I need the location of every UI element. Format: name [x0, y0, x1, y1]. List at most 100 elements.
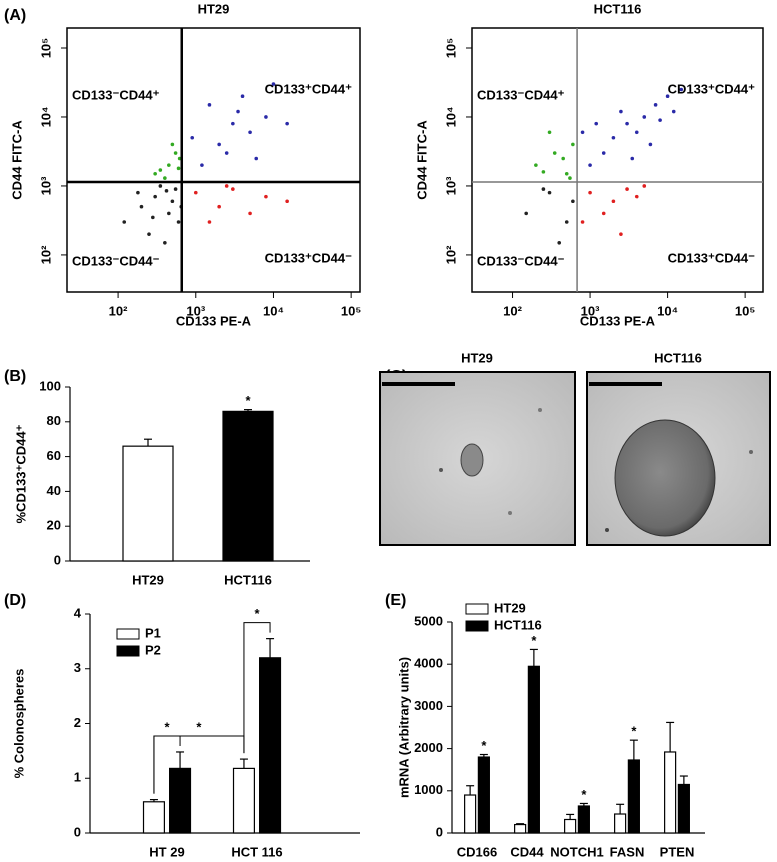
chart-title: HT29: [198, 1, 230, 16]
x-tick-label: 10³: [581, 303, 600, 318]
point: [580, 220, 585, 224]
point: [163, 240, 167, 245]
significance: *: [581, 787, 587, 802]
y-tick-label: 10²: [443, 245, 458, 264]
x-tick-label: NOTCH1: [550, 844, 603, 859]
x-tick-label: CD166: [457, 844, 497, 859]
significance: *: [254, 606, 260, 621]
point: [163, 176, 167, 180]
point: [561, 156, 565, 161]
micrographs: (C) HT29 HCT116: [379, 350, 771, 546]
point: [285, 121, 289, 126]
bracket: [243, 622, 271, 754]
y-tick-label: 10³: [443, 176, 458, 195]
bar: [122, 445, 174, 562]
x-tick-label: 10⁵: [735, 303, 756, 318]
significance: *: [531, 633, 537, 648]
bar: [577, 805, 590, 834]
legend-label: P2: [145, 642, 161, 657]
point: [594, 121, 599, 126]
quadrant-label: CD133⁻CD44⁻: [72, 253, 160, 268]
point: [240, 94, 245, 99]
x-tick-label: 10⁴: [657, 303, 678, 318]
point: [254, 156, 259, 161]
point: [557, 240, 562, 245]
point: [158, 184, 163, 188]
scale-bar: [589, 382, 662, 386]
point: [642, 184, 647, 188]
x-tick-label: 10⁵: [341, 303, 362, 318]
quadrant-label: CD133⁻CD44⁺: [72, 87, 160, 102]
point: [231, 187, 235, 191]
panel-label: (A): [4, 7, 26, 24]
bar: [477, 756, 490, 834]
point: [285, 199, 289, 204]
point: [547, 130, 552, 135]
chart-title: HCT116: [594, 1, 642, 16]
significance: *: [164, 719, 170, 734]
point: [264, 194, 268, 199]
bar: [142, 801, 165, 834]
point: [153, 194, 157, 199]
x-tick-label: 10³: [186, 303, 205, 318]
point: [224, 151, 229, 155]
x-tick-label: HT29: [132, 572, 164, 587]
bar: [664, 751, 677, 834]
y-axis-label: CD44 FITC-A: [414, 120, 429, 200]
bar: [677, 783, 690, 834]
panel-label: (B): [4, 368, 26, 385]
point: [671, 109, 676, 114]
point: [634, 130, 639, 135]
plot-frame: [66, 27, 361, 293]
debris: [508, 511, 512, 515]
point: [224, 184, 229, 188]
point: [271, 82, 276, 86]
debris: [749, 450, 753, 454]
y-tick-label: 0: [74, 824, 81, 839]
y-tick-label: 10⁵: [38, 38, 53, 59]
point: [634, 194, 639, 199]
point: [217, 142, 221, 147]
scale-bar: [382, 382, 455, 386]
y-tick-label: 5000: [414, 613, 443, 628]
point: [619, 109, 623, 114]
y-axis-label: mRNA (Arbitrary units): [396, 657, 411, 798]
quadrant-label: CD133⁺CD44⁺: [668, 81, 756, 96]
point: [568, 176, 572, 180]
significance: *: [481, 738, 487, 753]
point: [248, 130, 252, 135]
y-tick-label: 80: [47, 413, 61, 428]
quadrant-label: CD133⁻CD44⁻: [477, 253, 565, 268]
significance: *: [196, 719, 202, 734]
point: [625, 121, 629, 126]
y-axis-label: CD44 FITC-A: [9, 120, 24, 200]
point: [136, 190, 140, 195]
x-tick-label: 10²: [109, 303, 128, 318]
legend-swatch: [465, 620, 489, 632]
bar: [259, 657, 282, 834]
point: [611, 135, 616, 140]
bar: [564, 818, 577, 834]
point: [665, 94, 670, 99]
point: [541, 170, 546, 174]
point: [264, 115, 268, 119]
point: [648, 142, 653, 147]
significance: *: [631, 724, 637, 739]
point: [167, 163, 171, 167]
legend-label: HCT116: [494, 617, 542, 632]
point: [248, 211, 252, 216]
bar: [527, 665, 540, 834]
point: [564, 172, 569, 176]
quadrant-label: CD133⁺CD44⁺: [265, 81, 353, 96]
quadrant-label: CD133⁻CD44⁺: [477, 87, 565, 102]
y-tick-label: 2000: [414, 740, 443, 755]
bar: [614, 813, 627, 834]
point: [601, 151, 606, 155]
y-axis-label: % Colonospheres: [11, 669, 26, 779]
x-tick-label: CD44: [510, 844, 544, 859]
point: [571, 199, 575, 204]
point: [167, 211, 171, 216]
point: [176, 220, 181, 224]
point: [547, 190, 552, 195]
y-tick-label: 4: [74, 605, 82, 620]
